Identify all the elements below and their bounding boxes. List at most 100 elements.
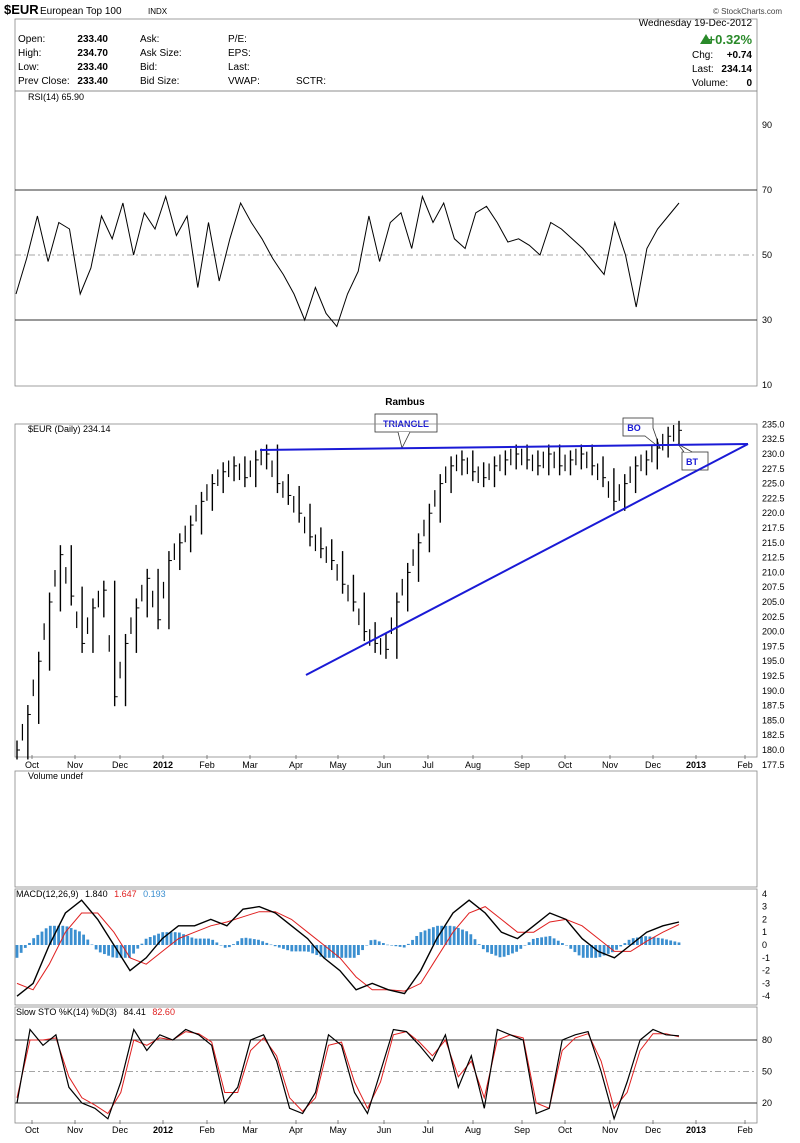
macd-hist-bar (606, 945, 610, 954)
low-label: Low: (18, 62, 39, 73)
macd-hist-bar (248, 938, 252, 945)
month-label-price: Oct (558, 760, 573, 770)
macd-hist-bar (140, 943, 144, 945)
month-label-sto: Oct (558, 1125, 573, 1135)
macd-tick-label: 4 (762, 889, 767, 899)
month-label-price: Apr (289, 760, 303, 770)
macd-hist-bar (73, 929, 77, 945)
price-tick-label: 220.0 (762, 508, 785, 518)
macd-hist-bar (386, 944, 389, 946)
price-tick-label: 205.0 (762, 597, 785, 607)
price-tick-label: 185.0 (762, 715, 785, 725)
macd-tick-label: 0 (762, 940, 767, 950)
panel-frame-sto (14, 1006, 758, 1124)
month-label-sto: Oct (25, 1125, 40, 1135)
macd-hist-bar (319, 945, 323, 957)
triangle-annotation: TRIANGLE (374, 413, 438, 450)
macd-hist-bar (207, 938, 210, 945)
macd-hist-bar (406, 943, 410, 945)
last-price-label: Last: (692, 64, 714, 75)
sto-legend: Slow STO %K(14) %D(3) 84.41 82.60 (16, 1007, 175, 1017)
macd-hist-bar (173, 932, 177, 945)
pe-label: P/E: (228, 34, 247, 45)
month-label-sto: Feb (737, 1125, 753, 1135)
macd-legend: MACD(12,26,9) 1.840 1.647 0.193 (16, 889, 166, 899)
macd-hist-bar (569, 945, 573, 949)
rsi-line (15, 194, 680, 328)
rsi-tick-label: 90 (762, 120, 772, 130)
macd-hist-bar (486, 945, 489, 953)
bt-annotation: BT (677, 443, 709, 471)
macd-hist-bar (344, 945, 348, 958)
bo-annotation: BO (622, 417, 661, 450)
month-label-price: 2012 (153, 760, 173, 770)
chg-label: Chg: (692, 50, 713, 61)
macd-hist-bar (65, 926, 69, 945)
sto-d-legend-value: 82.60 (152, 1007, 175, 1017)
month-label-price: Oct (25, 760, 40, 770)
macd-hist-bar (269, 944, 273, 946)
macd-hist-bar (669, 940, 673, 945)
macd-hist-bar (236, 941, 240, 945)
macd-hist-bar (673, 941, 677, 945)
macd-hist-legend-value: 0.193 (143, 889, 166, 899)
month-label-price: Jul (422, 760, 434, 770)
ask-label: Ask: (140, 34, 159, 45)
macd-hist-bar (619, 945, 623, 947)
macd-hist-bar (48, 925, 52, 945)
macd-hist-bar (369, 940, 373, 945)
triangle-top-line (259, 443, 749, 451)
macd-hist-bar (552, 938, 556, 945)
vwap-label: VWAP: (228, 76, 260, 87)
price-tick-label: 195.0 (762, 656, 785, 666)
macd-hist-bar (273, 945, 277, 947)
macd-hist-bar (511, 945, 514, 954)
macd-hist-bar (644, 936, 648, 945)
macd-hist-bar (502, 945, 506, 957)
price-legend: $EUR (Daily) 234.14 (28, 424, 111, 434)
macd-hist-bar (398, 945, 402, 947)
symbol: $EUR (4, 2, 39, 17)
high-value: 234.70 (77, 48, 108, 59)
macd-hist-bar (15, 945, 19, 958)
month-label-price: Aug (465, 760, 481, 770)
macd-tick-label: 1 (762, 927, 767, 937)
macd-hist-bar (527, 942, 531, 945)
month-label-sto: Nov (602, 1125, 619, 1135)
macd-hist-bar (227, 945, 231, 948)
macd-hist-bar (103, 945, 106, 955)
macd-hist-bar (648, 936, 652, 945)
bo-label: BO (627, 423, 641, 433)
macd-hist-bar (577, 945, 581, 956)
macd-hist-bar (677, 942, 681, 945)
header-frame (14, 18, 758, 92)
macd-hist-bar (202, 938, 206, 945)
macd-hist-bar (469, 934, 473, 945)
sto-legend-label: Slow STO %K(14) %D(3) (16, 1007, 117, 1017)
rsi-tick-label: 50 (762, 250, 772, 260)
bid-size-label: Bid Size: (140, 76, 179, 87)
macd-hist-bar (423, 930, 427, 945)
macd-tick-label: -1 (762, 953, 770, 963)
macd-hist-bar (28, 942, 31, 945)
macd-hist-bar (94, 945, 98, 950)
macd-hist-bar (90, 944, 94, 946)
panel-frame-price (14, 423, 758, 758)
high-label: High: (18, 48, 41, 59)
month-label-sto: Jun (377, 1125, 392, 1135)
macd-hist-bar (244, 937, 248, 945)
macd-hist-bar (473, 939, 477, 945)
price-tick-label: 212.5 (762, 553, 785, 563)
macd-hist-bar (652, 937, 656, 945)
macd-hist-bar (148, 936, 152, 945)
macd-hist-bar (523, 945, 527, 946)
macd-hist-bar (136, 945, 140, 949)
price-tick-label: 202.5 (762, 612, 785, 622)
col1: Open: 233.40 High: 234.70 Low: 233.40 Pr… (18, 34, 108, 87)
macd-legend-value: 1.840 (85, 889, 108, 899)
price-tick-label: 230.0 (762, 449, 785, 459)
macd-hist-bar (448, 925, 452, 945)
macd-hist-bar (223, 945, 227, 948)
macd-hist-bar (519, 945, 523, 949)
